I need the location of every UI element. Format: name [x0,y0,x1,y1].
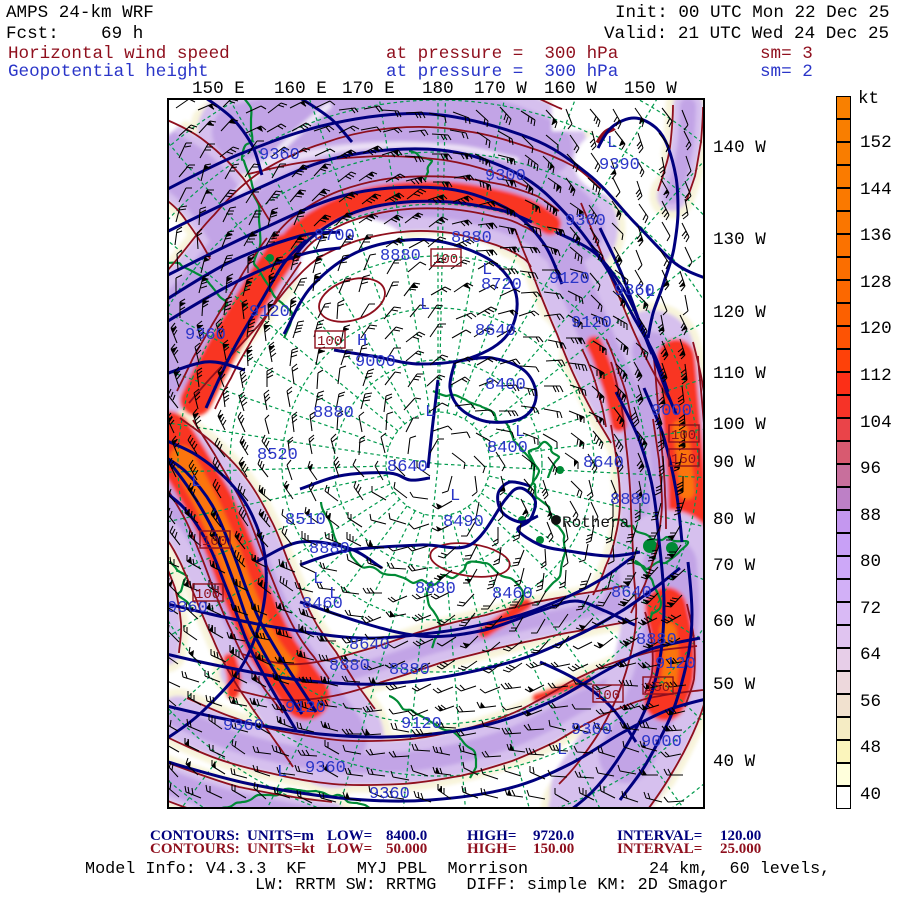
svg-text:8880: 8880 [329,657,370,676]
svg-text:9120: 9120 [401,715,442,734]
svg-text:9120: 9120 [571,314,612,333]
svg-text:8880: 8880 [610,491,651,510]
svg-text:9000: 9000 [641,733,682,752]
svg-text:L: L [450,487,460,506]
svg-text:8880: 8880 [415,580,456,599]
svg-text:8880: 8880 [380,247,421,266]
svg-text:L: L [557,741,567,760]
svg-text:L: L [420,296,430,315]
svg-text:8520: 8520 [257,446,298,465]
svg-text:9120: 9120 [285,699,326,718]
svg-text:L: L [191,473,201,492]
svg-text:8880: 8880 [309,540,350,559]
svg-text:9000: 9000 [651,402,692,421]
svg-text:L: L [425,403,435,422]
svg-text:8510: 8510 [285,511,326,530]
svg-text:8400: 8400 [487,439,528,458]
svg-text:9300: 9300 [485,167,526,186]
svg-text:150: 150 [671,452,696,468]
svg-text:8460: 8460 [492,585,533,604]
svg-text:L: L [607,134,617,153]
svg-text:8640: 8640 [475,322,516,341]
svg-text:9360: 9360 [259,146,300,165]
svg-text:100: 100 [317,334,342,350]
svg-text:9360: 9360 [185,326,226,345]
svg-text:9360: 9360 [369,785,410,804]
svg-text:9120: 9120 [549,270,590,289]
svg-text:9360: 9360 [565,212,606,231]
svg-text:8460: 8460 [302,595,343,614]
svg-text:8640: 8640 [387,458,428,477]
svg-text:9360: 9360 [223,717,264,736]
svg-text:L: L [645,283,655,302]
svg-text:100: 100 [202,534,227,550]
svg-text:9360: 9360 [167,599,208,618]
svg-text:150: 150 [645,680,670,696]
svg-text:8640: 8640 [583,454,624,473]
svg-text:9000: 9000 [355,353,396,372]
svg-text:H: H [357,332,367,351]
svg-text:8640: 8640 [611,584,652,603]
svg-text:8700: 8700 [314,227,355,246]
svg-text:100: 100 [195,587,220,603]
svg-text:8880: 8880 [451,229,492,248]
svg-text:L: L [482,261,492,280]
svg-text:L: L [515,423,525,442]
svg-text:8400: 8400 [485,376,526,395]
svg-text:9120: 9120 [655,655,696,674]
svg-text:L: L [313,570,323,589]
svg-text:L: L [277,763,287,782]
svg-text:9360: 9360 [571,721,612,740]
svg-text:8490: 8490 [443,513,484,532]
svg-text:9390: 9390 [599,156,640,175]
svg-text:8880: 8880 [636,631,677,650]
svg-text:100: 100 [433,252,458,268]
svg-text:9120: 9120 [249,303,290,322]
svg-text:8880: 8880 [313,404,354,423]
svg-text:L: L [329,585,339,604]
svg-text:8720: 8720 [481,276,522,295]
svg-text:8640: 8640 [349,636,390,655]
svg-text:100: 100 [595,688,620,704]
svg-text:9360: 9360 [614,282,655,301]
svg-text:9360: 9360 [305,759,346,778]
svg-text:100: 100 [671,428,696,444]
svg-text:8880: 8880 [389,661,430,680]
svg-text:Rothera: Rothera [562,514,630,532]
